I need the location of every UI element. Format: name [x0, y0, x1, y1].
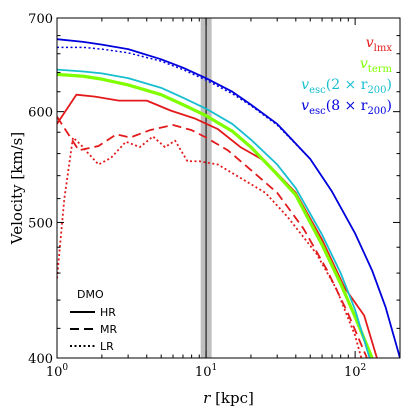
legend-entry-term: vterm	[360, 56, 393, 75]
x-axis-label: r [kpc]	[203, 389, 254, 407]
y-tick-label: 500	[28, 216, 53, 231]
series-line-esc-solid-5	[57, 38, 400, 358]
x-tick-label: 101	[195, 363, 217, 380]
legend-entry-esc: vesc(8 × r200)	[301, 98, 392, 117]
plot-frame	[56, 17, 401, 359]
series-line-lmx-solid-0	[57, 93, 378, 358]
legend-entry-esc: vesc(2 × r200)	[301, 77, 392, 96]
series-line-esc-solid-4	[57, 68, 371, 358]
series-line-esc-dotted-6	[57, 46, 311, 160]
vertical-band	[200, 18, 212, 358]
y-axis-label: Velocity [km/s]	[8, 132, 26, 245]
x-tick-label: 102	[344, 363, 366, 380]
y-tick-label: 600	[28, 106, 53, 121]
series-line-lmx-dashed-1	[57, 116, 368, 358]
y-tick-label: 400	[28, 352, 53, 367]
series-line-term-solid-3	[57, 72, 374, 358]
legend-title: DMO	[77, 288, 104, 301]
legend-series: vlmx vterm vesc(2 × r200) vesc(8 × r200)	[301, 35, 392, 117]
axis-ticks: 100 101 102 400 500 600 700	[28, 12, 401, 380]
legend-label-hr: HR	[100, 306, 116, 319]
x-tick-label: 100	[46, 363, 69, 380]
legend-entry-lmx: vlmx	[366, 35, 393, 54]
legend-resolution: DMO HR MR LR	[70, 288, 117, 353]
series-line-lmx-dotted-2	[57, 135, 363, 358]
legend-label-mr: MR	[100, 323, 117, 336]
series-lines	[57, 38, 400, 358]
legend-label-lr: LR	[100, 340, 114, 353]
y-tick-label: 700	[28, 12, 53, 27]
